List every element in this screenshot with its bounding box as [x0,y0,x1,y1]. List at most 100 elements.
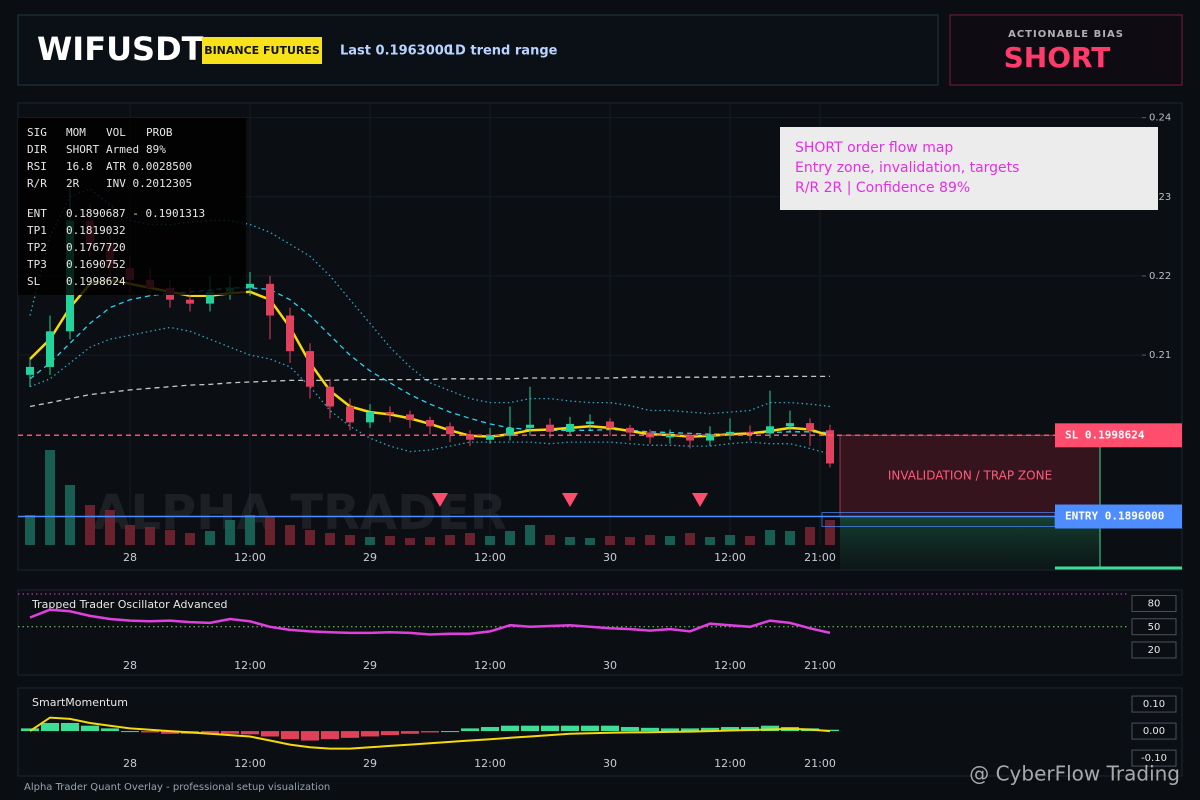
histogram-bar [701,727,719,732]
volume-bar [205,531,215,545]
volume-bar [505,531,515,545]
line [29,608,831,636]
info-cell: SHORT [66,143,99,156]
candle-body [566,423,574,432]
line [29,188,831,415]
volume-bar [405,538,415,545]
volume-bar [525,525,535,545]
info-cell: 16.8 [66,160,93,173]
info-cell: 2R [66,177,80,190]
info-cell: SL [27,275,41,288]
volume-bar [265,517,275,545]
volume-bar [425,537,435,545]
volume-bar [605,536,615,545]
histogram-bar [441,731,459,733]
histogram-bar [541,725,559,732]
candle-body [326,386,334,407]
x-tick-label: 21:00 [804,757,836,770]
histogram-bar [721,727,739,732]
level-tag [1055,423,1182,448]
x-tick-label: 30 [603,551,617,564]
header-box [17,14,939,86]
volume-bar [325,533,335,545]
note-box [780,127,1158,210]
volume-bar [45,450,55,545]
candle-body [506,427,514,436]
y-tick-box [1131,749,1177,767]
histogram-bar [521,725,539,732]
info-cell: Armed [106,143,139,156]
candle-body [266,283,274,316]
histogram-bar [681,728,699,732]
y-tick-box [1131,722,1177,740]
histogram-bar [261,731,279,737]
info-cell: 0.1890687 - 0.1901313 [66,207,205,220]
signal-marker [692,493,708,507]
x-tick-label: 12:00 [474,757,506,770]
info-cell: 89% [146,143,166,156]
line [29,716,831,750]
histogram-bar [661,728,679,732]
candle-body [526,424,534,428]
histogram-bar [321,731,339,740]
volume-bar [545,535,555,545]
y-tick-box [1131,695,1177,713]
y-tick-label: 0.24 [1149,113,1171,124]
y-tick-box [1131,595,1177,613]
candle-body [306,351,314,387]
histogram-bar [641,727,659,732]
candle-body [406,414,414,420]
volume-bar [285,525,295,545]
x-tick-label: 29 [363,757,377,770]
note-lines: SHORT order flow map Entry zone, invalida… [795,140,1019,196]
volume-bar [445,535,455,545]
momentum-chart: 28 12:00 29 12:00 30 12:00 21:00 0.10 0.00 -0.10 S… [21,695,1177,770]
volume-bar [225,520,235,545]
note-line: Entry zone, invalidation, targets [795,160,1019,176]
histogram-bar [61,722,79,732]
candle-body [46,331,54,367]
volume-bar [665,536,675,545]
candle-body [466,434,474,440]
zone-label: INVALIDATION / TRAP ZONE [888,468,1052,482]
candle-body [206,291,214,304]
level-tag [1055,504,1182,529]
histogram-bar [341,731,359,738]
volume-bar [465,533,475,545]
exchange: BINANCE FUTURES [204,44,320,57]
info-cell: DIR [27,143,47,156]
candle-body [546,424,554,432]
x-tick-label: 28 [123,757,137,770]
volume-bar [805,527,815,545]
histogram-bar [581,725,599,732]
y-tick-box [1131,618,1177,636]
volume-bar [345,535,355,545]
footer: Alpha Trader Quant Overlay - professiona… [24,782,330,793]
candle-body [286,315,294,352]
exchange-badge [202,37,322,64]
volume-bar [305,530,315,545]
x-tick-label: 12:00 [234,659,266,672]
candle-body [26,366,34,375]
histogram-bar [481,727,499,732]
y-tick-label: -0.10 [1141,753,1167,764]
candle-body [666,435,674,438]
info-cell: 0.1690752 [66,258,126,271]
info-cell: ENT [27,207,47,220]
volume-bar [185,533,195,545]
info-cell: MOM [66,126,86,139]
info-cell: R/R [27,177,47,190]
bias-value: SHORT [1004,41,1111,74]
volume-bar [785,531,795,545]
y-tick-label: 0.21 [1149,350,1171,361]
candle-body [826,430,834,464]
histogram-bar [601,725,619,732]
volume-bar [125,525,135,545]
signal-marker [432,493,448,507]
histogram-bar [221,731,239,734]
x-tick-label: 28 [123,659,137,672]
histogram-bar [381,731,399,736]
x-tick-label: 30 [603,757,617,770]
histogram-bar [21,728,39,732]
